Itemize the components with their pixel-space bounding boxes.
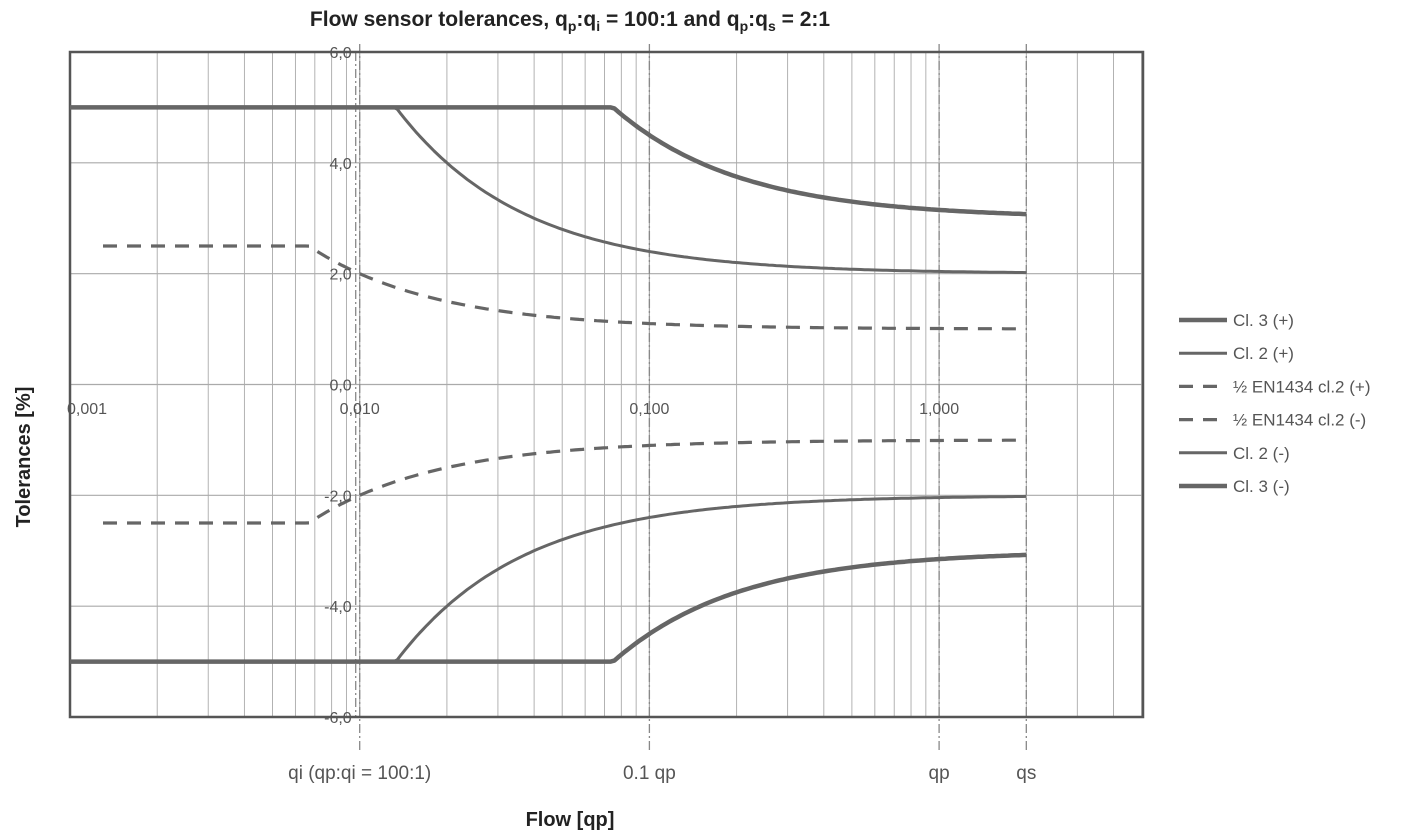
marker-label: qs <box>1016 763 1036 784</box>
marker-labels: qi (qp:qi = 100:1) 0.1 qp qp qs <box>288 763 1036 784</box>
legend-label: ½ EN1434 cl.2 (+) <box>1233 377 1371 396</box>
marker-label: qp <box>929 763 950 784</box>
y-tick-label: -4,0 <box>324 599 352 616</box>
plot-frame <box>68 50 1145 719</box>
legend-label: Cl. 3 (+) <box>1233 311 1294 330</box>
legend-label: Cl. 2 (-) <box>1233 444 1290 463</box>
series-line <box>70 105 1027 275</box>
y-tick-label: 4,0 <box>329 156 351 173</box>
series-line <box>70 552 1027 664</box>
marker-label: 0.1 qp <box>623 763 676 784</box>
series-line <box>70 494 1027 664</box>
x-tick-label: 0,010 <box>340 401 380 418</box>
series-line <box>103 244 1027 331</box>
marker-label: qi (qp:qi = 100:1) <box>288 763 431 784</box>
y-tick-label: -6,0 <box>324 710 352 727</box>
x-tick-label: 0,001 <box>67 401 107 418</box>
y-axis-title: Tolerances [%] <box>13 387 35 528</box>
tick-labels: 6,0 4,0 2,0 0,0 -2,0 -4,0 -6,0 0,001 0,010 0,100 1… <box>67 45 959 727</box>
series-line <box>103 438 1027 525</box>
series-line <box>70 105 1027 217</box>
x-tick-label: 1,000 <box>919 401 959 418</box>
y-tick-label: 6,0 <box>329 45 351 62</box>
legend-label: Cl. 2 (+) <box>1233 344 1294 363</box>
x-axis-title: Flow [qp] <box>526 809 615 831</box>
legend: Cl. 3 (+) Cl. 2 (+) ½ EN1434 cl.2 (+) ½ EN1… <box>1179 311 1371 496</box>
series-layer <box>70 105 1027 664</box>
legend-label: Cl. 3 (-) <box>1233 477 1290 496</box>
y-tick-label: 2,0 <box>329 267 351 284</box>
y-tick-label: 0,0 <box>329 378 351 395</box>
chart-title: Flow sensor tolerances, qp:qi = 100:1 an… <box>310 8 830 34</box>
legend-label: ½ EN1434 cl.2 (-) <box>1233 411 1366 430</box>
grid-lines <box>70 52 1143 717</box>
x-tick-label: 0,100 <box>629 401 669 418</box>
y-tick-label: -2,0 <box>324 488 352 505</box>
